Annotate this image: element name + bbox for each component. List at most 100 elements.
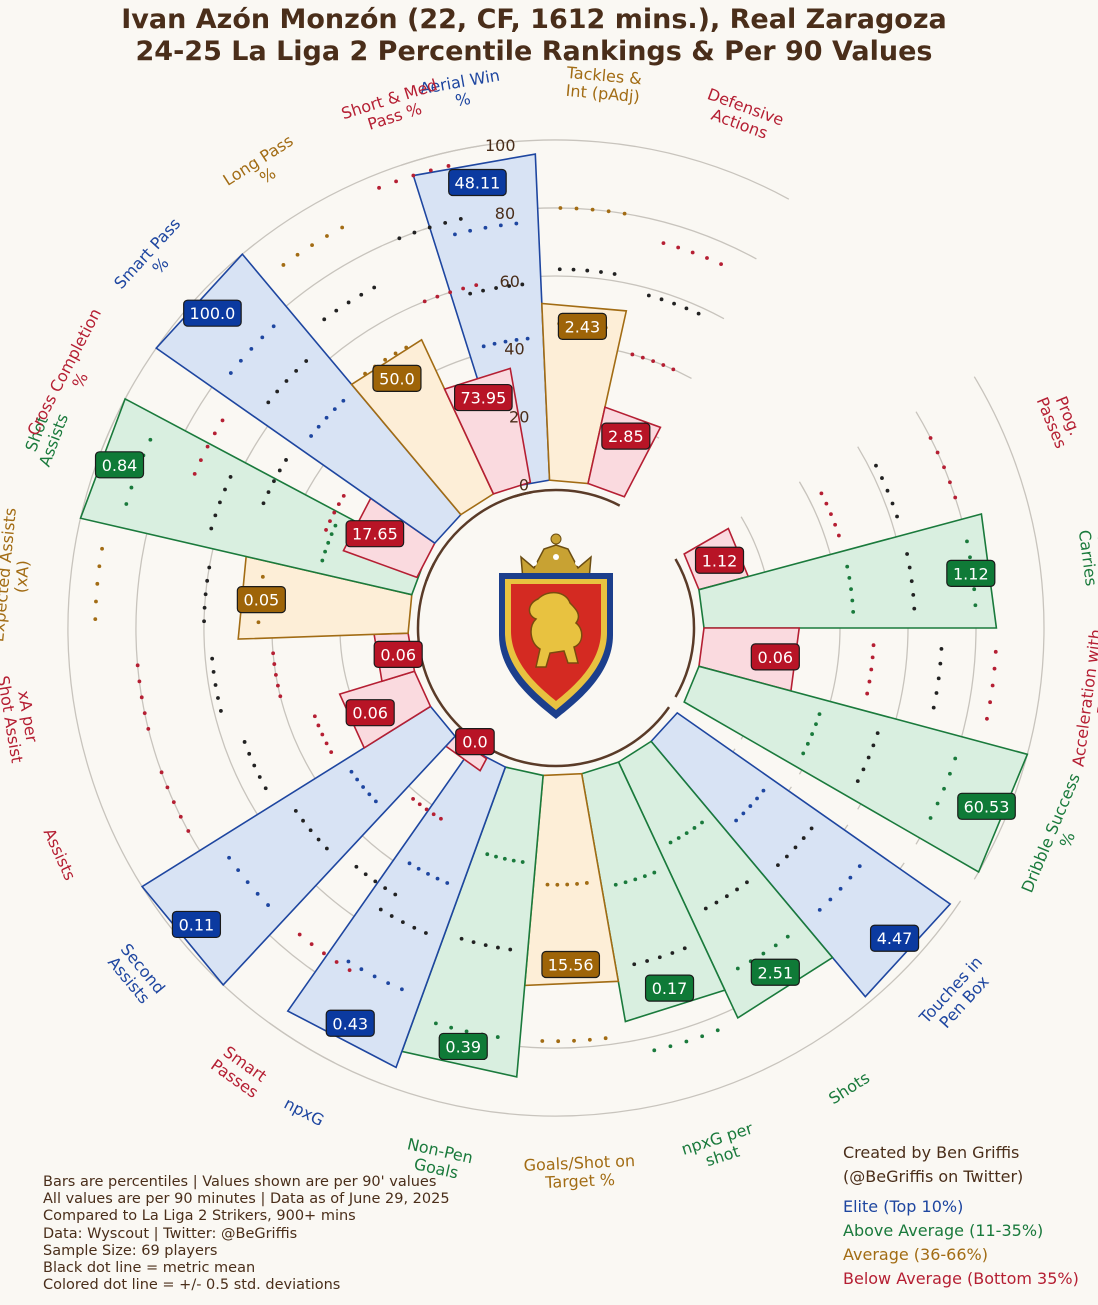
sd-high-dot xyxy=(399,987,404,992)
sd-low-dot xyxy=(869,667,874,672)
scale-tick-label: 80 xyxy=(495,204,515,223)
note-line: Data: Wyscout | Twitter: @BeGriffis xyxy=(43,1225,298,1242)
sd-low-dot xyxy=(819,491,824,496)
sd-low-dot xyxy=(494,854,498,859)
value-badge: 4.47 xyxy=(869,924,920,952)
mean-dot xyxy=(557,267,562,272)
sd-high-dot xyxy=(735,966,740,971)
mean-dot xyxy=(907,565,912,570)
value-label: 2.51 xyxy=(758,963,794,982)
mean-dot xyxy=(378,907,383,912)
mean-dot xyxy=(458,217,463,221)
sd-high-dot xyxy=(838,886,843,891)
sd-high-dot xyxy=(985,716,989,721)
mean-dot xyxy=(400,920,405,925)
sd-low-dot xyxy=(316,424,321,429)
mean-dot xyxy=(471,940,476,945)
sd-high-dot xyxy=(514,221,519,226)
mean-dot xyxy=(322,317,327,322)
mean-dot xyxy=(443,220,448,225)
sd-low-dot xyxy=(260,574,265,579)
bar-npxg-per-shot xyxy=(580,761,726,1023)
sd-low-dot xyxy=(814,722,818,727)
metric-label: SecondAssists xyxy=(103,940,169,1009)
mean-dot xyxy=(745,880,749,885)
mean-dot xyxy=(696,311,701,316)
mean-dot xyxy=(520,282,525,287)
value-label: 0.05 xyxy=(244,591,280,610)
mean-dot xyxy=(682,946,687,951)
sd-high-dot xyxy=(95,581,100,586)
mean-dot xyxy=(885,488,890,493)
scale-tick-label: 100 xyxy=(485,136,516,155)
mean-dot xyxy=(508,947,513,952)
sd-low-dot xyxy=(824,501,829,506)
note-line: Sample Size: 69 players xyxy=(43,1242,218,1259)
mean-dot xyxy=(412,925,417,930)
sd-high-dot xyxy=(761,951,766,956)
sd-high-dot xyxy=(171,800,176,805)
sd-low-dot xyxy=(439,816,443,821)
mean-dot xyxy=(301,818,305,823)
value-label: 60.53 xyxy=(964,797,1010,816)
value-badge: 17.65 xyxy=(345,520,405,548)
mean-dot xyxy=(412,230,417,235)
metric-label: Acceleration withBall xyxy=(1068,628,1098,770)
value-label: 4.47 xyxy=(877,929,913,948)
sd-high-dot xyxy=(942,465,946,470)
value-badge: 73.95 xyxy=(453,383,513,412)
sd-high-dot xyxy=(540,1039,545,1043)
sd-high-dot xyxy=(684,1039,689,1044)
sd-high-dot xyxy=(146,726,151,731)
sd-low-dot xyxy=(278,694,283,699)
sd-low-dot xyxy=(355,777,360,782)
sd-high-dot xyxy=(192,471,197,476)
mean-dot xyxy=(223,487,227,492)
sd-high-dot xyxy=(968,555,972,560)
mean-dot xyxy=(359,292,364,297)
mean-dot xyxy=(293,808,298,813)
shield-icon xyxy=(499,573,613,719)
value-label: 0.17 xyxy=(652,979,688,998)
sd-low-dot xyxy=(424,807,429,812)
note-line: All values are per 90 minutes | Data as … xyxy=(43,1191,450,1208)
value-badge: 0.43 xyxy=(325,1009,375,1037)
mean-dot xyxy=(793,845,798,850)
bar-prog-carries xyxy=(698,513,998,629)
mean-dot xyxy=(216,696,220,700)
value-badge: 50.0 xyxy=(372,364,422,392)
value-badge: 0.17 xyxy=(644,974,695,1002)
sd-low-dot xyxy=(630,352,635,357)
scale-ticks: 100 80 60 40 20 0 xyxy=(485,136,529,494)
sd-low-dot xyxy=(849,587,853,592)
sd-high-dot xyxy=(676,245,681,250)
sd-low-dot xyxy=(555,882,560,887)
mean-dot xyxy=(612,272,617,276)
metric-label: Shots xyxy=(825,1068,873,1108)
mean-dot xyxy=(266,400,271,405)
mean-dot xyxy=(911,592,916,597)
sd-high-dot xyxy=(990,683,995,688)
sd-high-dot xyxy=(159,770,164,775)
sd-high-dot xyxy=(228,371,233,375)
mean-dot xyxy=(316,837,321,842)
sd-low-dot xyxy=(435,876,440,881)
sd-high-dot xyxy=(574,206,579,211)
sd-high-dot xyxy=(428,168,433,173)
credit-line: Created by Ben Griffis xyxy=(843,1143,1020,1162)
sd-low-dot xyxy=(393,351,398,356)
title-line-1: Ivan Azón Monzón (22, CF, 1612 mins.), R… xyxy=(121,4,947,35)
sd-high-dot xyxy=(129,485,134,490)
legend-item-elite: Elite (Top 10%) xyxy=(843,1197,964,1216)
mean-dot xyxy=(210,656,215,661)
value-label: 0.0 xyxy=(462,733,487,752)
metric-label: Prog.Carries xyxy=(1075,526,1098,587)
sd-high-dot xyxy=(652,1048,657,1053)
metric-label: Dribble Success% xyxy=(1018,770,1098,902)
sd-high-dot xyxy=(93,617,98,622)
mean-dot xyxy=(219,709,223,713)
mean-dot xyxy=(657,955,662,960)
sd-high-dot xyxy=(271,324,276,329)
sd-low-dot xyxy=(324,741,329,746)
mean-dot xyxy=(880,476,884,480)
